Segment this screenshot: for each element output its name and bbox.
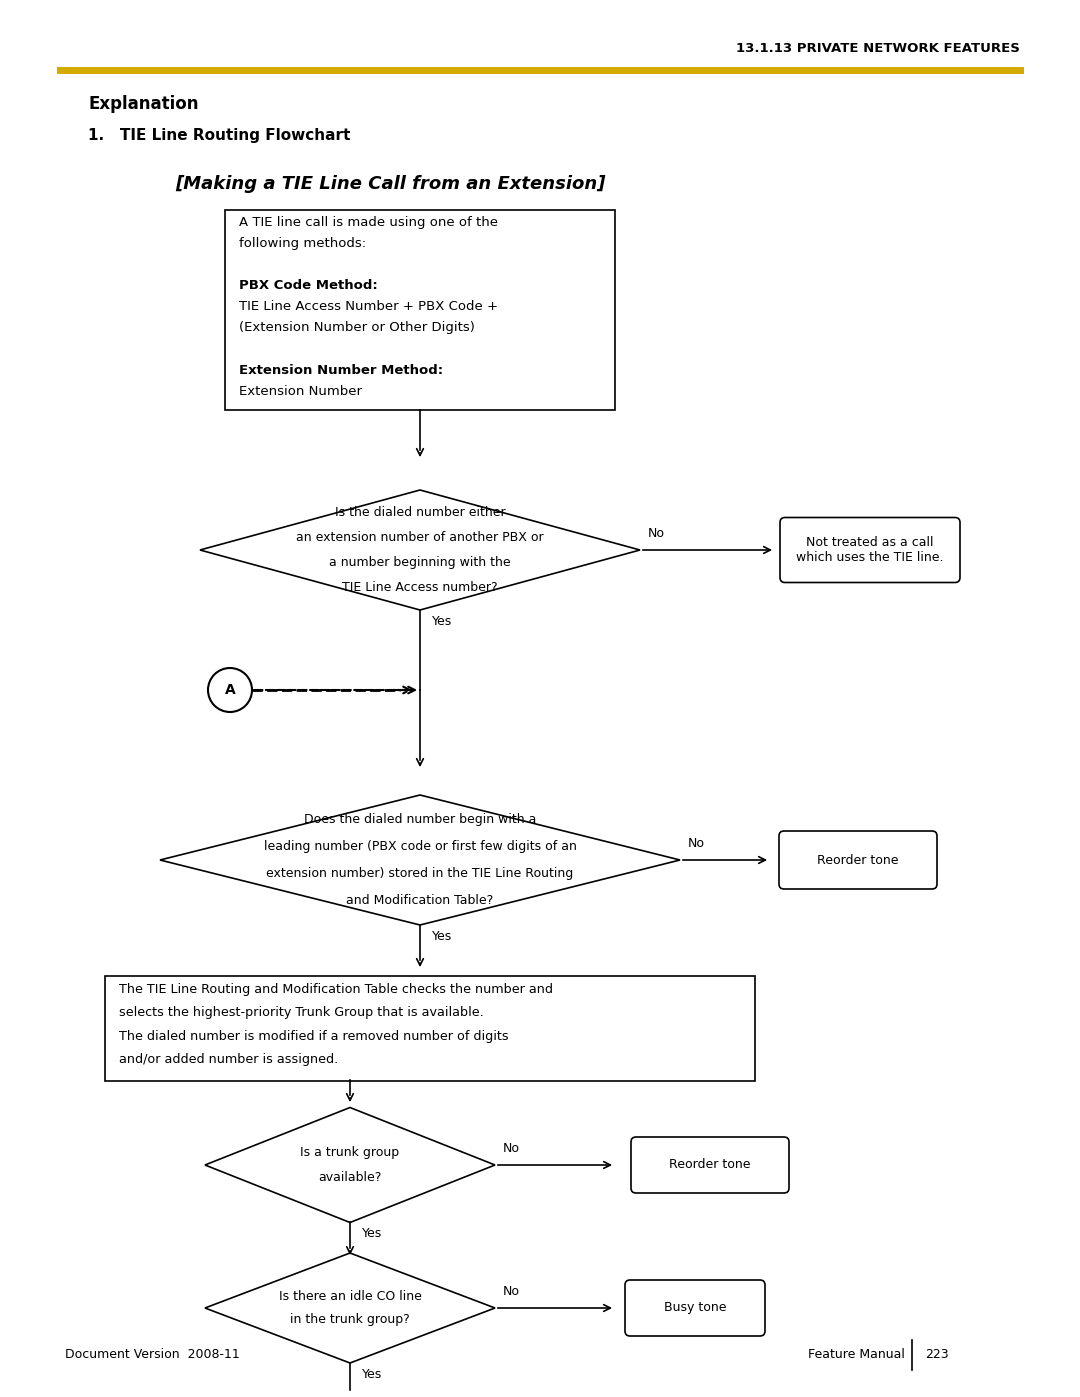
Text: Document Version  2008-11: Document Version 2008-11 [65, 1348, 240, 1362]
Text: Busy tone: Busy tone [664, 1302, 726, 1315]
Text: TIE Line Access Number + PBX Code +: TIE Line Access Number + PBX Code + [239, 300, 498, 313]
Circle shape [208, 668, 252, 712]
Text: and/or added number is assigned.: and/or added number is assigned. [119, 1053, 338, 1066]
Text: TIE Line Access number?: TIE Line Access number? [342, 581, 498, 594]
Text: Extension Number Method:: Extension Number Method: [239, 363, 443, 377]
Text: The dialed number is modified if a removed number of digits: The dialed number is modified if a remov… [119, 1030, 509, 1042]
Text: following methods:: following methods: [239, 237, 366, 250]
Text: PBX Code Method:: PBX Code Method: [239, 279, 378, 292]
Text: Yes: Yes [432, 930, 453, 943]
Text: a number beginning with the: a number beginning with the [329, 556, 511, 569]
Text: A TIE line call is made using one of the: A TIE line call is made using one of the [239, 217, 498, 229]
Text: No: No [503, 1285, 519, 1298]
FancyBboxPatch shape [625, 1280, 765, 1336]
Polygon shape [205, 1253, 495, 1363]
Text: 1.   TIE Line Routing Flowchart: 1. TIE Line Routing Flowchart [87, 129, 350, 142]
FancyBboxPatch shape [779, 831, 937, 888]
Text: and Modification Table?: and Modification Table? [347, 894, 494, 908]
FancyBboxPatch shape [105, 975, 755, 1080]
Text: Reorder tone: Reorder tone [818, 854, 899, 866]
Text: [Making a TIE Line Call from an Extension]: [Making a TIE Line Call from an Extensio… [175, 175, 606, 193]
Polygon shape [205, 1108, 495, 1222]
Text: No: No [648, 527, 665, 541]
Text: Is a trunk group: Is a trunk group [300, 1147, 400, 1160]
Text: Is there an idle CO line: Is there an idle CO line [279, 1289, 421, 1303]
Text: Explanation: Explanation [87, 95, 199, 113]
FancyBboxPatch shape [225, 210, 615, 409]
Polygon shape [200, 490, 640, 610]
Text: Feature Manual: Feature Manual [808, 1348, 905, 1362]
Text: Yes: Yes [432, 615, 453, 629]
Text: Does the dialed number begin with a: Does the dialed number begin with a [303, 813, 536, 826]
Text: an extension number of another PBX or: an extension number of another PBX or [296, 531, 544, 543]
Text: Not treated as a call
which uses the TIE line.: Not treated as a call which uses the TIE… [796, 536, 944, 564]
Text: A: A [225, 683, 235, 697]
Text: available?: available? [319, 1171, 381, 1183]
Text: Is the dialed number either: Is the dialed number either [335, 506, 505, 518]
Text: (Extension Number or Other Digits): (Extension Number or Other Digits) [239, 321, 475, 334]
Text: Extension Number: Extension Number [239, 384, 362, 398]
Text: in the trunk group?: in the trunk group? [291, 1313, 410, 1326]
Text: 223: 223 [924, 1348, 948, 1362]
Text: 13.1.13 PRIVATE NETWORK FEATURES: 13.1.13 PRIVATE NETWORK FEATURES [737, 42, 1020, 54]
Polygon shape [160, 795, 680, 925]
Text: No: No [688, 837, 705, 849]
Text: Yes: Yes [362, 1227, 382, 1241]
Text: Reorder tone: Reorder tone [670, 1158, 751, 1172]
Text: selects the highest-priority Trunk Group that is available.: selects the highest-priority Trunk Group… [119, 1006, 484, 1020]
FancyBboxPatch shape [780, 517, 960, 583]
Text: extension number) stored in the TIE Line Routing: extension number) stored in the TIE Line… [267, 868, 573, 880]
Text: Yes: Yes [362, 1368, 382, 1382]
Text: leading number (PBX code or first few digits of an: leading number (PBX code or first few di… [264, 840, 577, 852]
FancyBboxPatch shape [631, 1137, 789, 1193]
Text: No: No [503, 1141, 519, 1155]
Text: The TIE Line Routing and Modification Table checks the number and: The TIE Line Routing and Modification Ta… [119, 983, 553, 996]
